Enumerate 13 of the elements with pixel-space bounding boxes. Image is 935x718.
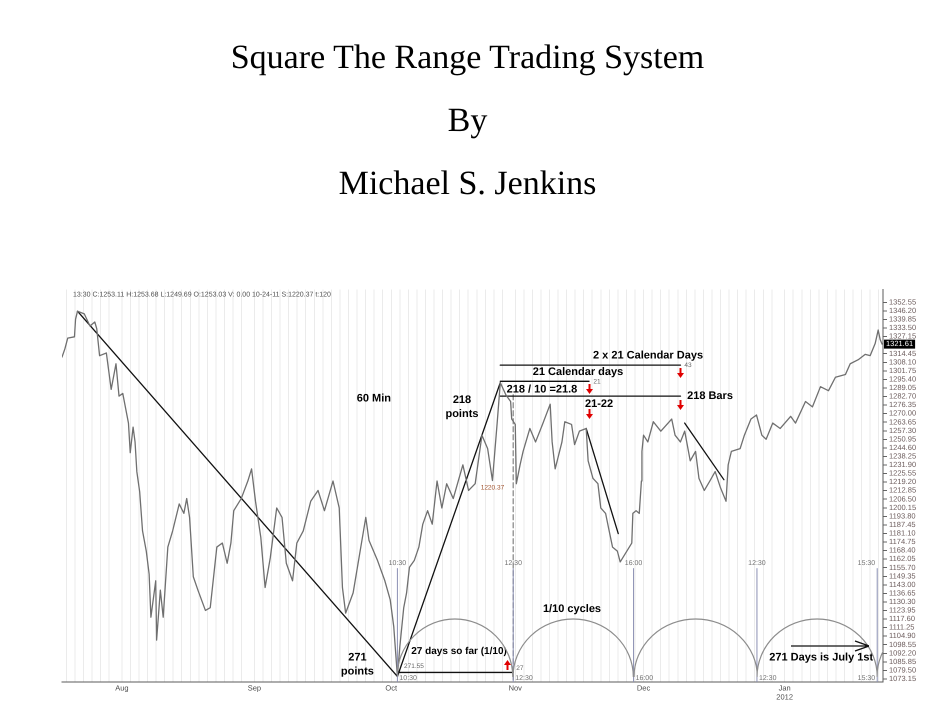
annotation: 2 x 21 Calendar Days bbox=[592, 350, 704, 362]
annotation: 218 / 10 =21.8 bbox=[506, 383, 578, 396]
annotation: 1/10 cycles bbox=[542, 603, 602, 616]
chart-subtitle: By Michael S. Jenkins bbox=[338, 101, 598, 204]
annotation: 21 Calendar days bbox=[532, 366, 624, 378]
annotation: 218 points bbox=[445, 394, 478, 420]
annotation: 27 days so far (1/10) bbox=[411, 646, 507, 657]
annotation: 271 Days is July 1st bbox=[769, 652, 874, 664]
annotation: 60 Min bbox=[356, 392, 392, 405]
annotation: 271 points bbox=[340, 651, 374, 678]
annotation: 21-22 bbox=[585, 398, 614, 410]
chart-title: Square The Range Trading System bbox=[230, 38, 706, 78]
annotation: 218 Bars bbox=[687, 390, 733, 402]
